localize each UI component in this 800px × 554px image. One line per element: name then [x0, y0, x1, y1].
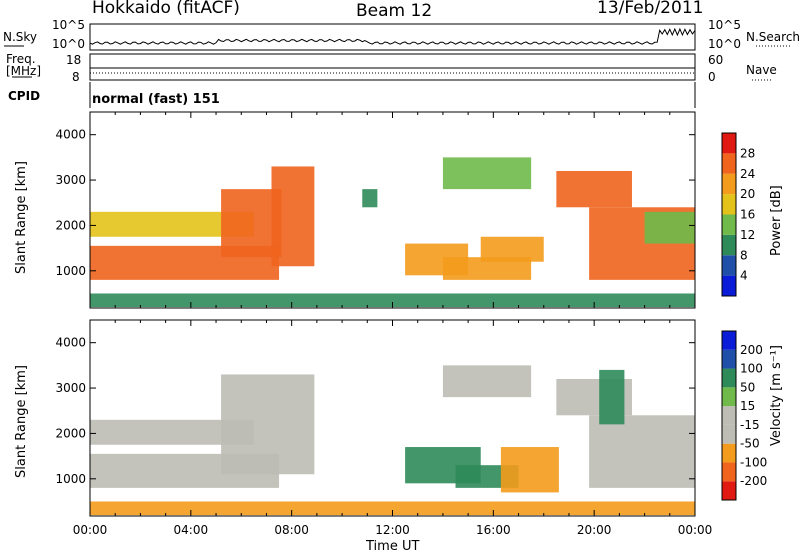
velocity-echo-region	[90, 501, 695, 516]
power-echo-region	[442, 157, 532, 190]
nave-label: Nave	[746, 63, 777, 77]
power-colorbar-tick: 4	[740, 269, 748, 283]
power-colorbar-swatch	[722, 255, 736, 276]
velocity-ytick-label: 3000	[55, 381, 86, 395]
velocity-echo-region	[500, 447, 559, 493]
freq-unit: [MHz]	[6, 64, 42, 78]
cpid-value: normal (fast) 151	[92, 92, 220, 107]
velocity-colorbar-swatch	[722, 349, 736, 369]
nsky-tick-low: 10^0	[52, 37, 85, 51]
nsearch-tick-high: 10^5	[708, 18, 741, 32]
power-echo-region	[362, 189, 378, 208]
power-colorbar-tick: 12	[740, 228, 755, 242]
velocity-ytick-label: 1000	[55, 472, 86, 486]
power-echo-region	[442, 257, 532, 280]
xtick-label: 04:00	[174, 523, 209, 537]
velocity-colorbar-swatch	[722, 368, 736, 388]
velocity-colorbar-swatch	[722, 481, 736, 500]
power-colorbar-swatch	[722, 234, 736, 256]
power-colorbar-tick: 28	[740, 146, 755, 160]
xtick-label: 16:00	[476, 523, 511, 537]
velocity-colorbar-swatch	[722, 462, 736, 482]
power-colorbar-tick: 20	[740, 187, 755, 201]
velocity-colorbar-frame	[721, 330, 737, 501]
beam-title: Beam 12	[356, 1, 433, 21]
xtick-label: 08:00	[274, 523, 309, 537]
velocity-colorbar-tick: 15	[740, 399, 755, 413]
xtick-label: 20:00	[577, 523, 612, 537]
power-ytick-label: 1000	[55, 264, 86, 278]
cpid-label: CPID	[8, 89, 41, 103]
power-colorbar-swatch	[722, 173, 736, 195]
date-title: 13/Feb/2011	[597, 0, 704, 18]
power-ytick-label: 4000	[55, 128, 86, 142]
power-echo-region	[90, 293, 695, 308]
velocity-echo-region	[589, 415, 695, 488]
nsearch-tick-low: 10^0	[708, 37, 741, 51]
velocity-colorbar-tick: -50	[740, 437, 760, 451]
freq-strip-frame	[89, 53, 696, 81]
nsky-trace	[89, 27, 696, 45]
velocity-echo-region	[599, 369, 625, 425]
nave-tick-low: 0	[708, 70, 716, 84]
power-echo-region	[221, 189, 282, 258]
nsky-tick-high: 10^5	[52, 18, 85, 32]
velocity-echo-region	[221, 374, 315, 475]
velocity-colorbar-swatch	[722, 406, 736, 425]
power-colorbar-swatch	[722, 194, 736, 215]
nsky-label: N.Sky	[3, 30, 38, 44]
power-echo-region	[480, 236, 544, 262]
power-colorbar-tick: 24	[740, 167, 755, 181]
power-ytick-label: 2000	[55, 218, 86, 232]
power-colorbar-swatch	[722, 275, 736, 296]
power-colorbar-frame	[721, 132, 737, 297]
xtick-label: 12:00	[375, 523, 410, 537]
xtick-label: 00:00	[73, 523, 108, 537]
power-colorbar-tick: 16	[740, 208, 755, 222]
velocity-colorbar-tick: -15	[740, 418, 760, 432]
velocity-colorbar-swatch	[722, 424, 736, 444]
nave-tick-high: 60	[708, 53, 724, 67]
freq-label: Freq.	[6, 52, 36, 66]
freq-tick-low: 8	[72, 70, 80, 84]
velocity-ytick-label: 2000	[55, 426, 86, 440]
velocity-colorbar-swatch	[722, 387, 736, 407]
nsky-strip-frame	[89, 23, 696, 51]
radar-title: Hokkaido (fitACF)	[92, 0, 240, 18]
velocity-colorbar-swatch	[722, 331, 736, 350]
power-ytick-label: 3000	[55, 173, 86, 187]
power-echo-region	[644, 211, 695, 244]
power-colorbar-swatch	[722, 214, 736, 235]
power-colorbar-tick: 8	[740, 248, 748, 262]
xlabel: Time UT	[366, 539, 420, 554]
velocity-echo-region	[442, 365, 532, 398]
velocity-ytick-label: 4000	[55, 336, 86, 350]
velocity-colorbar-swatch	[722, 443, 736, 463]
velocity-colorbar-tick: -100	[740, 455, 767, 469]
velocity-colorbar-tick: -200	[740, 474, 767, 488]
power-echo-region	[271, 166, 315, 267]
power-echo-region	[556, 170, 632, 208]
power-colorbar-swatch	[722, 153, 736, 174]
nsearch-label: N.Search	[746, 30, 800, 44]
velocity-colorbar-tick: 100	[740, 362, 763, 376]
velocity-colorbar-tick: 50	[740, 380, 755, 394]
velocity-colorbar-tick: 200	[740, 343, 763, 357]
xtick-label: 00:00	[678, 523, 713, 537]
freq-tick-high: 18	[66, 53, 82, 67]
power-colorbar-swatch	[722, 133, 736, 154]
